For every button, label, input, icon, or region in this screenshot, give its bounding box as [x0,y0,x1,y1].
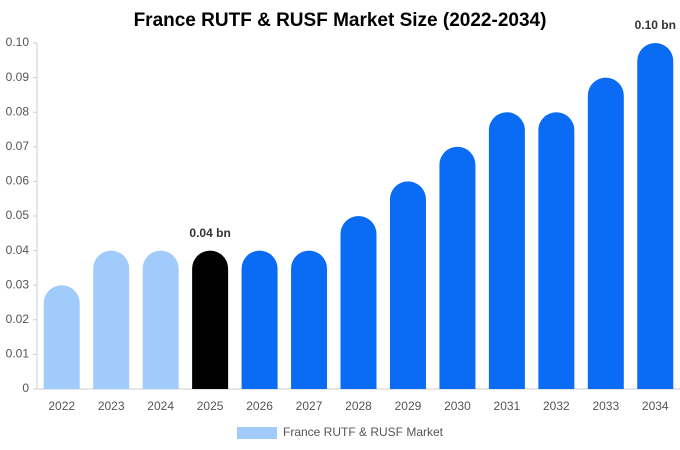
y-tick-label: 0.05 [6,208,30,222]
y-tick-label: 0.09 [6,70,30,84]
y-tick-label: 0.03 [6,277,30,291]
y-tick-label: 0.01 [6,347,30,361]
x-tick-label: 2025 [197,399,224,413]
x-tick-label: 2034 [642,399,669,413]
x-tick-label: 2029 [395,399,422,413]
x-tick-label: 2022 [48,399,75,413]
x-tick-label: 2024 [147,399,174,413]
y-tick-label: 0.04 [6,243,30,257]
y-tick-label: 0.07 [6,139,30,153]
y-tick-label: 0 [22,381,29,395]
x-tick-label: 2027 [296,399,323,413]
data-label: 0.04 bn [189,226,230,240]
bar [439,146,476,389]
bar [587,77,624,389]
bar [637,43,674,389]
x-tick-label: 2026 [246,399,273,413]
y-tick-label: 0.10 [6,35,30,49]
bar [241,250,278,389]
y-tick-label: 0.06 [6,174,30,188]
bar [488,112,525,389]
bar [192,250,229,389]
bar [291,250,328,389]
x-tick-label: 2030 [444,399,471,413]
legend-swatch [237,427,277,439]
bar [43,285,80,389]
bar [142,250,179,389]
chart-title: France RUTF & RUSF Market Size (2022-203… [134,10,547,31]
x-tick-label: 2028 [345,399,372,413]
x-tick-label: 2032 [543,399,570,413]
x-tick-label: 2023 [98,399,125,413]
bar [389,181,426,389]
legend-label: France RUTF & RUSF Market [283,425,444,439]
y-tick-label: 0.08 [6,104,30,118]
x-tick-label: 2031 [494,399,521,413]
bar [93,250,130,389]
x-tick-label: 2033 [592,399,619,413]
bar [340,216,377,389]
bar [538,112,575,389]
data-label: 0.10 bn [635,18,676,32]
y-tick-label: 0.02 [6,312,30,326]
